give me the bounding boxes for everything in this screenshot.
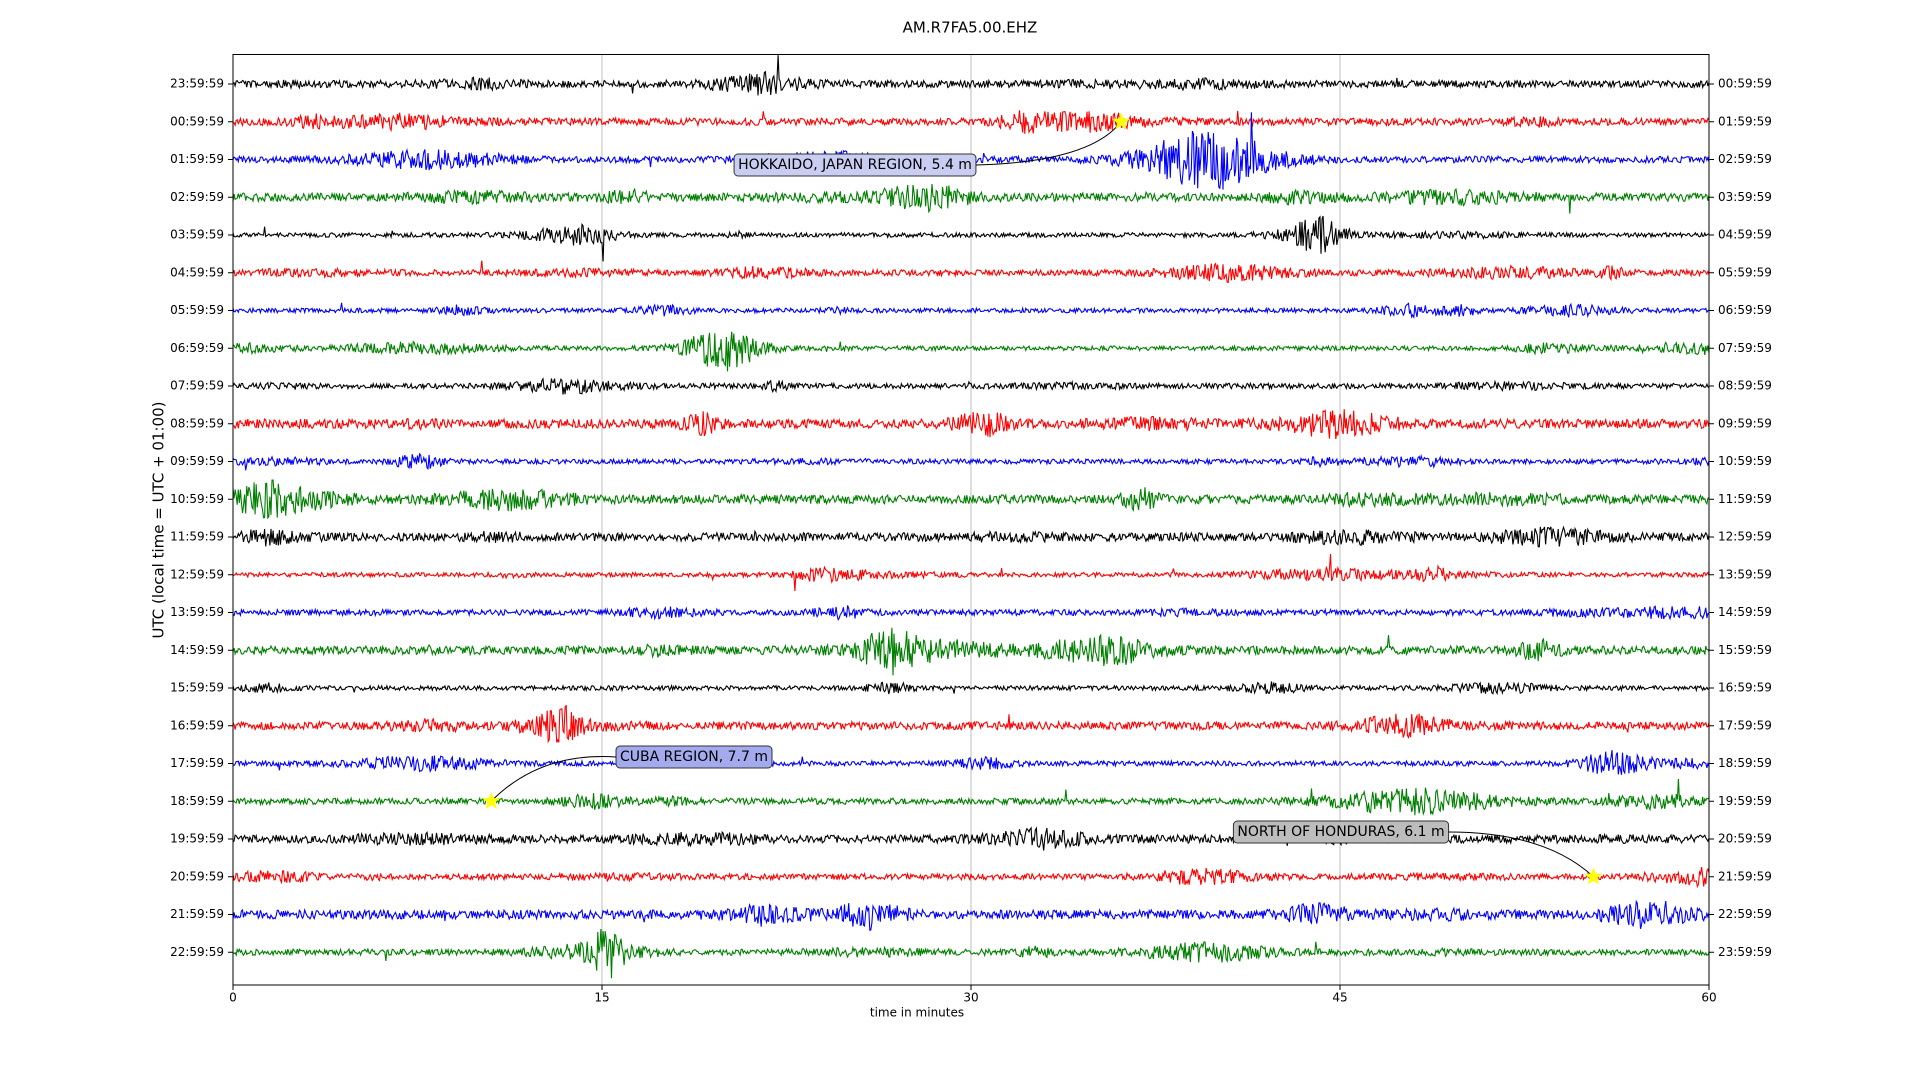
y-tick-label-right: 20:59:59 [1718,832,1772,846]
trace [232,215,1710,262]
trace [232,778,1710,816]
y-tick-label-right: 04:59:59 [1718,228,1772,242]
y-tick-label-right: 14:59:59 [1718,605,1772,619]
y-tick-label-right: 10:59:59 [1718,454,1772,468]
y-tick-label-right: 16:59:59 [1718,681,1772,695]
y-tick-label: 14:59:59 [170,643,224,657]
y-tick-label: 23:59:59 [170,77,224,91]
x-tick-label: 60 [1701,991,1716,1005]
trace [232,681,1710,696]
y-axis-label: UTC (local time = UTC + 01:00) [150,402,168,639]
y-tick-label-right: 11:59:59 [1718,492,1772,506]
y-tick-label: 12:59:59 [170,567,224,581]
y-tick-label: 03:59:59 [170,228,224,242]
event-label: HOKKAIDO, JAPAN REGION, 5.4 m [738,157,972,173]
y-tick-label-right: 09:59:59 [1718,416,1772,430]
y-tick-label: 11:59:59 [170,530,224,544]
y-tick-label: 08:59:59 [170,416,224,430]
y-tick-label-right: 17:59:59 [1718,718,1772,732]
trace [232,260,1710,284]
y-tick-label: 19:59:59 [170,832,224,846]
trace [232,377,1710,395]
trace [232,605,1710,621]
trace [232,525,1710,548]
y-tick-label-right: 01:59:59 [1718,114,1772,128]
y-tick-label-right: 18:59:59 [1718,756,1772,770]
y-tick-label-right: 08:59:59 [1718,379,1772,393]
y-tick-label-right: 02:59:59 [1718,152,1772,166]
trace [232,928,1710,979]
y-tick-label-right: 03:59:59 [1718,190,1772,204]
trace [232,627,1710,676]
y-tick-label: 01:59:59 [170,152,224,166]
y-tick-label-right: 05:59:59 [1718,265,1772,279]
x-axis-label: time in minutes [870,1006,964,1020]
trace [232,55,1710,96]
y-tick-label: 04:59:59 [170,265,224,279]
y-tick-label: 07:59:59 [170,379,224,393]
event-label: CUBA REGION, 7.7 m [620,749,768,765]
y-tick-label-right: 07:59:59 [1718,341,1772,355]
event-annotation: NORTH OF HONDURAS, 6.1 m [1232,820,1603,885]
y-tick-label-right: 23:59:59 [1718,945,1772,959]
trace [232,184,1710,214]
y-tick-label: 06:59:59 [170,341,224,355]
y-tick-label: 00:59:59 [170,114,224,128]
y-tick-label: 13:59:59 [170,605,224,619]
y-tick-label-right: 12:59:59 [1718,530,1772,544]
trace [232,826,1710,851]
trace [232,302,1710,320]
event-annotation: CUBA REGION, 7.7 m [482,745,773,809]
x-tick-label: 0 [229,991,237,1005]
x-tick-label: 45 [1332,991,1347,1005]
trace [232,110,1710,135]
trace [232,409,1710,440]
y-tick-label-right: 21:59:59 [1718,869,1772,883]
event-star [1112,112,1131,130]
y-tick-label: 18:59:59 [170,794,224,808]
y-tick-label: 09:59:59 [170,454,224,468]
y-tick-label-right: 06:59:59 [1718,303,1772,317]
y-tick-label-right: 19:59:59 [1718,794,1772,808]
y-tick-label: 02:59:59 [170,190,224,204]
y-tick-label: 17:59:59 [170,756,224,770]
x-tick-label: 30 [963,991,978,1005]
y-tick-label-right: 15:59:59 [1718,643,1772,657]
trace [232,331,1710,372]
event-label: NORTH OF HONDURAS, 6.1 m [1237,824,1444,840]
chart-title: AM.R7FA5.00.EHZ [903,19,1038,37]
trace [232,899,1710,931]
event-connector [975,121,1122,166]
y-tick-label: 22:59:59 [170,945,224,959]
event-star [1584,867,1603,885]
trace [232,479,1710,520]
y-tick-label: 05:59:59 [170,303,224,317]
event-annotation: HOKKAIDO, JAPAN REGION, 5.4 m [733,112,1131,177]
y-tick-label: 21:59:59 [170,907,224,921]
trace [232,704,1710,744]
y-tick-label-right: 13:59:59 [1718,567,1772,581]
y-tick-label: 10:59:59 [170,492,224,506]
trace [232,750,1710,775]
trace [232,554,1710,592]
x-tick-label: 15 [594,991,609,1005]
y-tick-label: 15:59:59 [170,681,224,695]
y-tick-label: 20:59:59 [170,869,224,883]
y-tick-label: 16:59:59 [170,718,224,732]
plot-frame [232,54,1710,986]
event-connector [490,756,617,802]
y-tick-label-right: 22:59:59 [1718,907,1772,921]
event-connector [1448,831,1594,878]
trace [232,452,1710,471]
trace [232,867,1710,889]
event-star [482,791,501,809]
y-tick-label-right: 00:59:59 [1718,77,1772,91]
